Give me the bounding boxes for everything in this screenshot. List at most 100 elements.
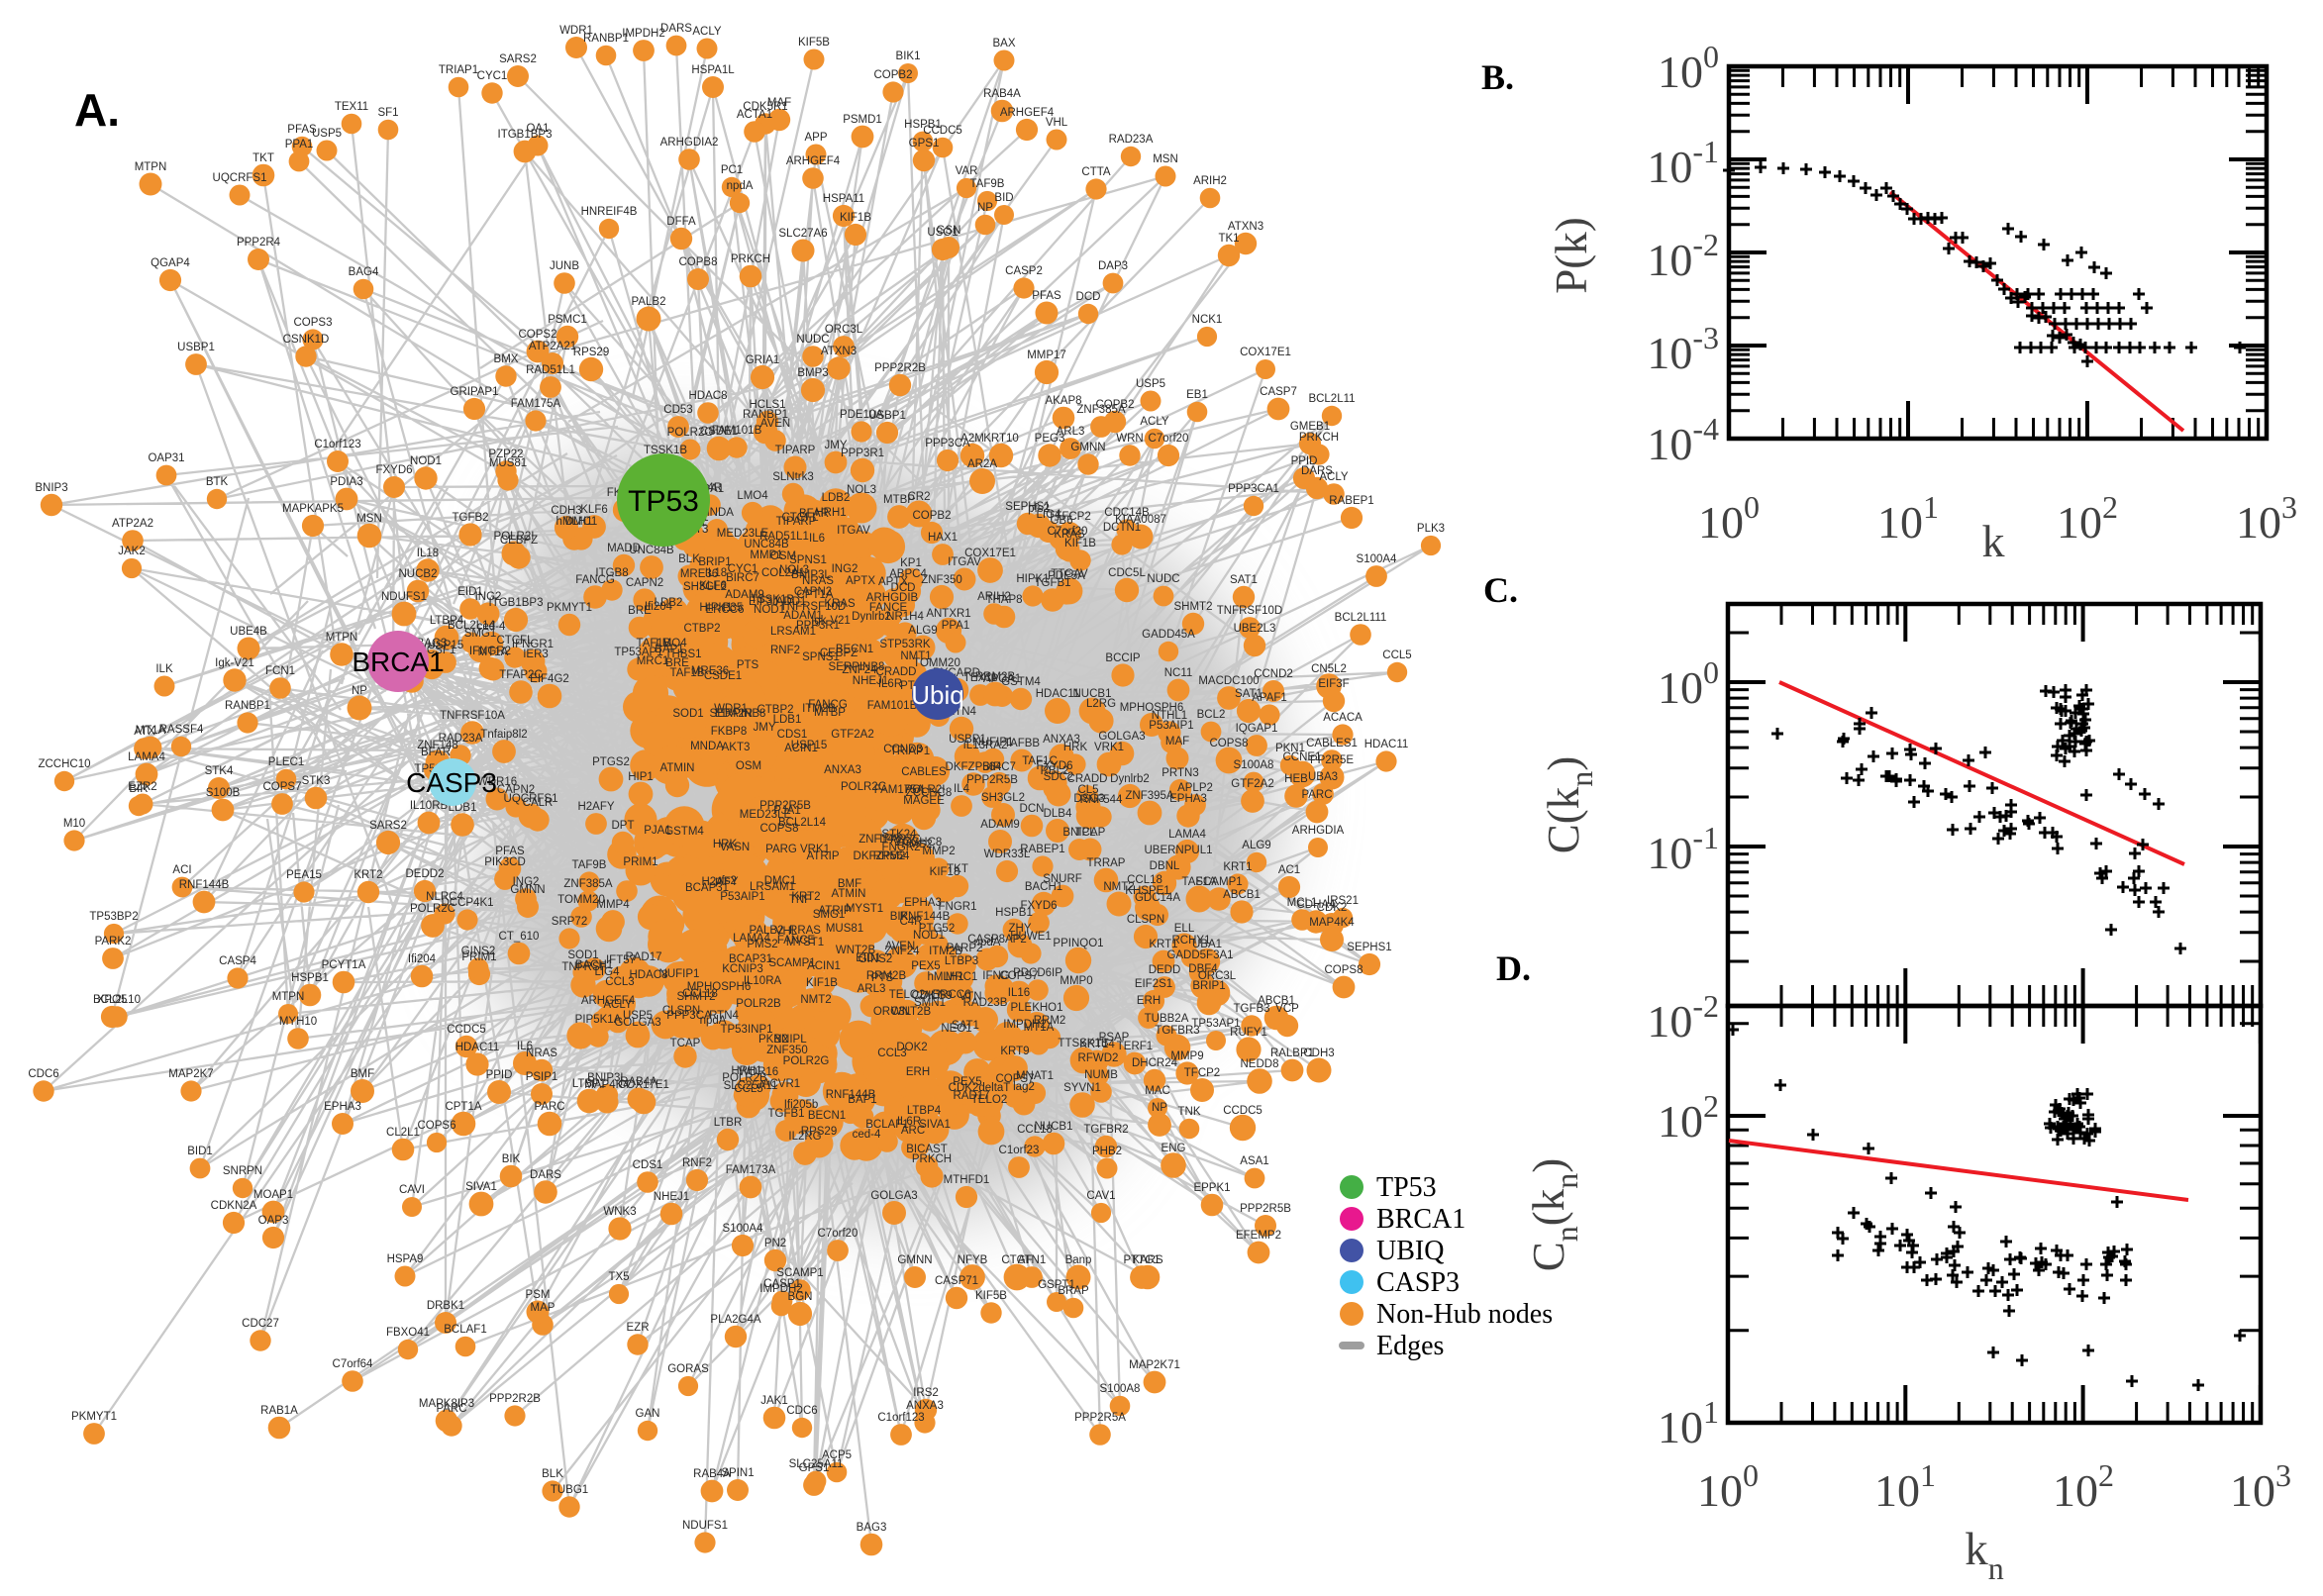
svg-text:RANBP1: RANBP1 (583, 33, 629, 45)
svg-text:WDR1: WDR1 (559, 25, 593, 37)
svg-text:PEA15: PEA15 (286, 869, 322, 881)
svg-text:NHEJ1: NHEJ1 (853, 675, 888, 687)
svg-text:HRH1: HRH1 (815, 507, 846, 519)
svg-text:DEDD2: DEDD2 (406, 868, 445, 880)
svg-text:PTS: PTS (737, 659, 759, 671)
svg-text:PARC: PARC (534, 1101, 564, 1113)
svg-text:SAT1: SAT1 (1230, 574, 1258, 586)
svg-text:DRBK1: DRBK1 (427, 1300, 464, 1312)
svg-text:GINS2: GINS2 (461, 946, 496, 957)
svg-text:S100A8: S100A8 (1234, 759, 1274, 771)
svg-text:KARS: KARS (1132, 1254, 1163, 1266)
svg-text:GSTM4: GSTM4 (664, 826, 704, 838)
svg-text:102: 102 (1658, 1088, 1719, 1147)
svg-text:PC1: PC1 (721, 164, 743, 176)
svg-text:RABEP1: RABEP1 (1020, 844, 1064, 855)
svg-text:TP53AP1: TP53AP1 (614, 647, 662, 658)
svg-text:GSTM4: GSTM4 (1001, 676, 1041, 688)
svg-text:PPP2R5B: PPP2R5B (759, 800, 811, 812)
svg-text:ZNF385A: ZNF385A (563, 878, 613, 890)
svg-text:ATRIP: ATRIP (818, 905, 851, 917)
svg-text:HDAC11: HDAC11 (1364, 739, 1409, 750)
svg-text:PN2: PN2 (764, 1238, 786, 1249)
svg-text:ced-4: ced-4 (853, 1129, 881, 1141)
svg-text:ITGB1BP3: ITGB1BP3 (498, 129, 553, 141)
svg-text:VHL: VHL (775, 926, 798, 938)
svg-text:TFAP2C: TFAP2C (877, 834, 920, 846)
svg-text:COPS3: COPS3 (294, 317, 333, 329)
svg-text:MTBP: MTBP (883, 494, 915, 506)
svg-text:DKFZP564: DKFZP564 (854, 850, 910, 862)
svg-text:CAPN2: CAPN2 (497, 784, 535, 796)
svg-text:TRIAP1: TRIAP1 (890, 746, 930, 757)
svg-text:CASP7: CASP7 (1260, 386, 1297, 398)
svg-text:HAX1: HAX1 (928, 532, 958, 544)
svg-text:FXYD6: FXYD6 (375, 464, 412, 476)
svg-text:LMO4: LMO4 (656, 638, 687, 649)
svg-text:CASP8AP2: CASP8AP2 (967, 934, 1026, 946)
svg-text:UNC84B: UNC84B (744, 539, 789, 550)
svg-text:ING2: ING2 (832, 563, 858, 575)
svg-text:IQGAP1: IQGAP1 (1236, 723, 1278, 735)
svg-text:PKMYT1: PKMYT1 (71, 1411, 117, 1423)
svg-text:SIVA1: SIVA1 (465, 1181, 497, 1193)
svg-text:MMP4: MMP4 (596, 899, 630, 911)
svg-text:KLF6: KLF6 (699, 580, 727, 592)
svg-text:NMT2: NMT2 (800, 994, 831, 1006)
svg-text:KIF1B: KIF1B (840, 212, 871, 224)
svg-text:ZCCHC8: ZCCHC8 (896, 837, 943, 848)
svg-text:MTHFD1: MTHFD1 (944, 1174, 990, 1186)
svg-text:USBP1: USBP1 (177, 342, 215, 353)
svg-text:TKT: TKT (252, 152, 274, 164)
svg-text:TAF9B: TAF9B (970, 178, 1005, 190)
svg-text:NUDC: NUDC (796, 334, 829, 346)
svg-text:IL13RA2: IL13RA2 (963, 740, 1008, 751)
svg-text:CCDC5: CCDC5 (923, 125, 962, 137)
svg-text:EIF2S1: EIF2S1 (1135, 978, 1172, 990)
svg-text:MRE36: MRE36 (691, 665, 729, 677)
svg-text:APOA1: APOA1 (983, 673, 1021, 685)
svg-text:ACVR1: ACVR1 (762, 1078, 800, 1090)
svg-text:NUMB: NUMB (1084, 1069, 1118, 1081)
svg-text:BCL2L14: BCL2L14 (778, 817, 827, 829)
svg-text:ELL: ELL (1174, 923, 1195, 935)
svg-text:CSDE1: CSDE1 (704, 670, 742, 682)
svg-text:POLR2G: POLR2G (783, 1055, 830, 1067)
svg-text:PARC: PARC (1301, 789, 1332, 801)
svg-text:PPINQO1: PPINQO1 (1053, 938, 1103, 949)
svg-text:TGFB1: TGFB1 (767, 1108, 804, 1120)
svg-text:COPS6: COPS6 (418, 1120, 456, 1132)
svg-text:MRC1: MRC1 (637, 655, 669, 667)
svg-text:ced-4: ced-4 (477, 621, 506, 633)
svg-text:NUCB2: NUCB2 (399, 568, 438, 580)
svg-text:UBA3: UBA3 (1308, 771, 1338, 783)
svg-text:APAF1: APAF1 (1252, 692, 1287, 704)
svg-text:NUCB1: NUCB1 (1035, 1121, 1073, 1133)
svg-text:FAM173A: FAM173A (726, 1164, 776, 1176)
svg-text:USBP1: USBP1 (868, 410, 906, 422)
svg-text:ING2: ING2 (475, 591, 502, 603)
svg-text:PLK3: PLK3 (1417, 523, 1445, 535)
svg-text:TERF1: TERF1 (1117, 1041, 1153, 1052)
svg-text:MSN: MSN (1153, 153, 1178, 165)
svg-text:NOD1: NOD1 (410, 455, 442, 467)
svg-text:NMT2: NMT2 (1103, 881, 1134, 893)
svg-text:EID1: EID1 (856, 952, 881, 964)
svg-text:Ifi204: Ifi204 (645, 601, 673, 613)
svg-text:GINS2: GINS2 (858, 953, 893, 965)
svg-text:C1orf123: C1orf123 (877, 1412, 924, 1424)
svg-text:TK1: TK1 (1218, 233, 1239, 245)
svg-text:COX17E1: COX17E1 (964, 548, 1016, 559)
svg-text:SLNtrk3: SLNtrk3 (772, 471, 814, 483)
svg-text:UBERNPUL1: UBERNPUL1 (1144, 845, 1212, 856)
svg-text:TAF1A: TAF1A (1182, 876, 1217, 888)
svg-text:TP53INP1: TP53INP1 (720, 1024, 772, 1036)
svg-text:PRIM1: PRIM1 (461, 951, 496, 963)
svg-text:P53AIP1: P53AIP1 (1149, 720, 1193, 732)
svg-text:GTF2A2: GTF2A2 (1231, 778, 1273, 790)
svg-text:CAVI: CAVI (399, 1184, 425, 1196)
svg-text:ABCB1: ABCB1 (1258, 995, 1295, 1007)
svg-text:AR2A: AR2A (967, 458, 997, 470)
svg-text:RAB4A: RAB4A (620, 1076, 657, 1088)
svg-text:CDC14B: CDC14B (1104, 507, 1150, 519)
